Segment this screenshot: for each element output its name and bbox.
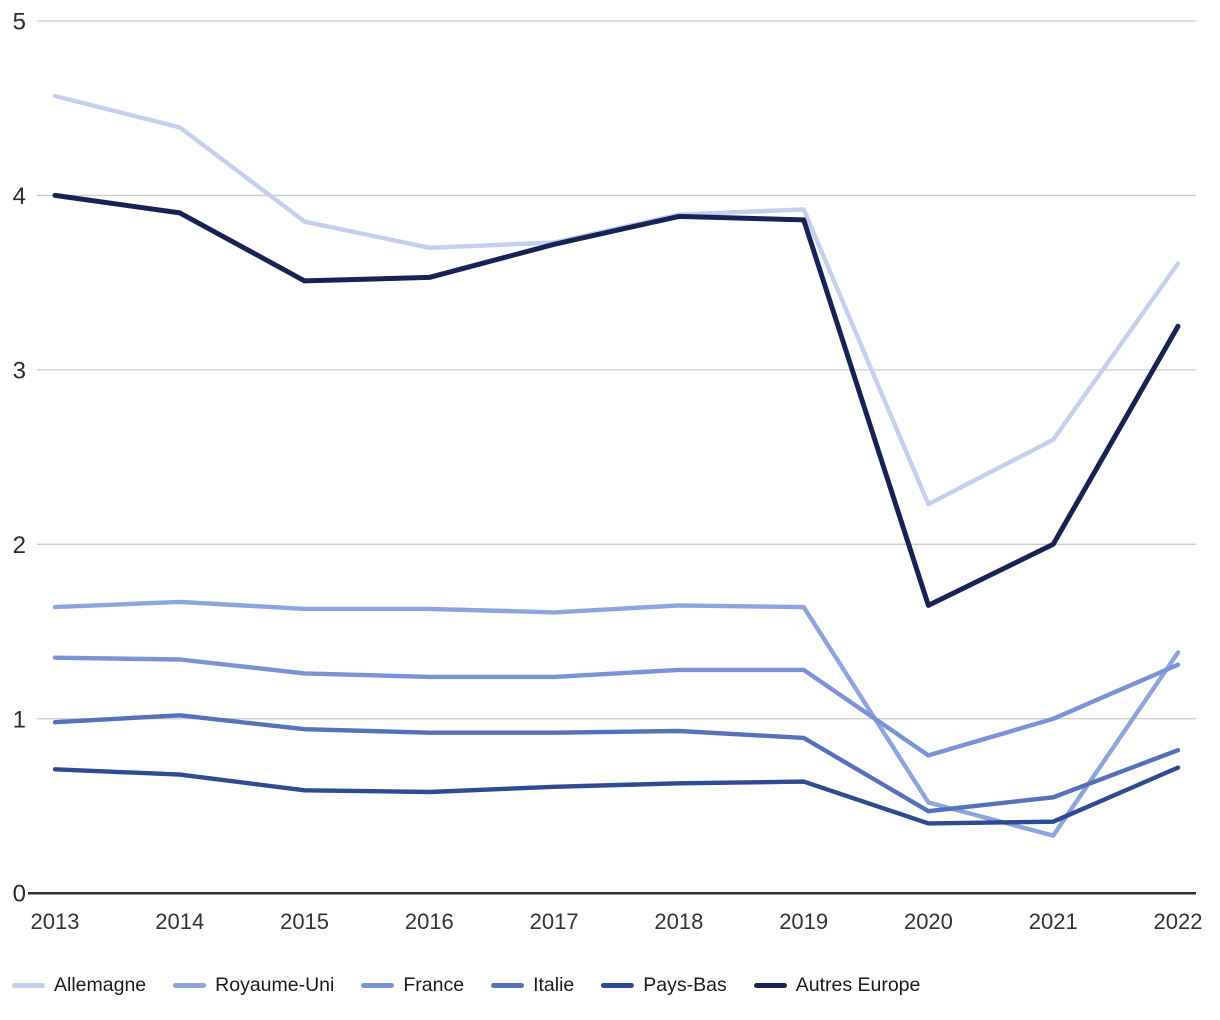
legend-swatch-royaume-uni: [173, 983, 207, 988]
series-line-allemagne: [52, 93, 1181, 507]
series-line-pays-bas: [52, 765, 1181, 826]
chart-legend: Allemagne Royaume-Uni France Italie Pays-Bas…: [0, 974, 1220, 997]
x-tick-label-2013: 2013: [31, 909, 80, 934]
legend-swatch-autres-europe: [753, 983, 787, 988]
legend-swatch-allemagne: [12, 983, 45, 988]
x-tick-label-2016: 2016: [405, 909, 454, 934]
legend-swatch-italie: [491, 983, 525, 988]
x-tick-label-2018: 2018: [654, 909, 703, 934]
y-tick-label-4: 4: [13, 183, 26, 210]
y-tick-label-5: 5: [13, 9, 26, 36]
legend-label-royaume-uni: Royaume-Uni: [215, 974, 335, 996]
legend-item-allemagne: Allemagne: [12, 974, 146, 997]
legend-swatch-pays-bas: [601, 983, 635, 988]
series-line-france: [52, 655, 1181, 758]
series-line-autres-europe: [52, 192, 1181, 608]
legend-item-italie: Italie: [491, 974, 574, 997]
x-tick-label-2019: 2019: [779, 909, 828, 934]
x-tick-label-2022: 2022: [1154, 909, 1203, 934]
legend-item-pays-bas: Pays-Bas: [601, 974, 727, 997]
x-tick-label-2020: 2020: [904, 909, 953, 934]
legend-item-autres-europe: Autres Europe: [753, 974, 921, 997]
legend-label-autres-europe: Autres Europe: [795, 974, 921, 996]
y-tick-label-3: 3: [13, 357, 26, 384]
plot-area: 0 1 2 3 4 5 2013 2014 2015 2016 2017 2018 2019 2020 20…: [13, 9, 1203, 935]
legend-label-pays-bas: Pays-Bas: [643, 974, 727, 996]
x-tick-label-2017: 2017: [530, 909, 579, 934]
x-tick-label-2021: 2021: [1029, 909, 1078, 934]
legend-label-allemagne: Allemagne: [54, 974, 147, 996]
x-tick-label-2014: 2014: [155, 909, 204, 934]
legend-label-italie: Italie: [533, 974, 575, 996]
legend-item-france: France: [361, 974, 464, 997]
y-tick-label-1: 1: [13, 706, 26, 733]
legend-label-france: France: [403, 974, 465, 996]
x-tick-label-2015: 2015: [280, 909, 329, 934]
legend-item-royaume-uni: Royaume-Uni: [173, 974, 334, 997]
series-line-royaume-uni: [52, 599, 1181, 838]
legend-swatch-france: [361, 983, 395, 988]
y-tick-label-2: 2: [13, 532, 26, 559]
y-tick-label-0: 0: [13, 881, 26, 908]
series-line-italie: [52, 713, 1181, 814]
